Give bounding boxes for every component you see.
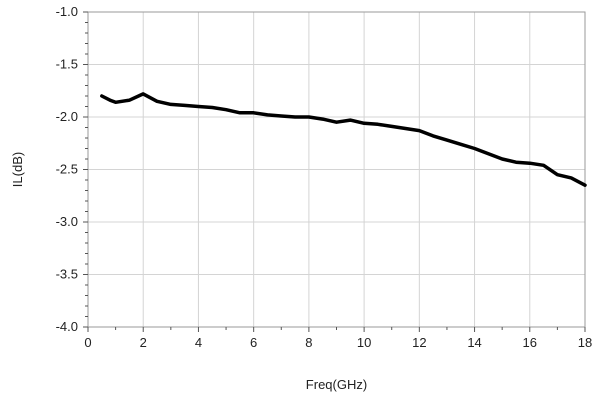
tick-labels: 0 2 4 6 8 10 12 14 16 18 -1.0 -1.5 -2.0 -2.5 -3.0 -3.5 -… (56, 4, 593, 350)
x-tick-label: 10 (357, 335, 371, 350)
x-axis-label: Freq(GHz) (306, 377, 367, 392)
axis-ticks (83, 11, 586, 332)
y-tick-label: -1.0 (56, 4, 78, 19)
il-series-line (100, 92, 587, 187)
x-tick-label: 16 (523, 335, 537, 350)
x-tick-label: 12 (412, 335, 426, 350)
x-tick-label: 14 (467, 335, 481, 350)
grid-lines (87, 11, 586, 328)
x-tick-label: 8 (305, 335, 312, 350)
x-tick-label: 0 (84, 335, 91, 350)
series-layer (100, 92, 587, 187)
x-tick-label: 18 (578, 335, 592, 350)
y-tick-label: -1.5 (56, 57, 78, 72)
y-tick-label: -4.0 (56, 319, 78, 334)
y-axis-label: IL(dB) (10, 152, 25, 187)
y-tick-label: -3.5 (56, 267, 78, 282)
x-tick-label: 2 (140, 335, 147, 350)
x-tick-label: 6 (250, 335, 257, 350)
y-tick-label: -2.5 (56, 162, 78, 177)
x-tick-label: 4 (195, 335, 202, 350)
y-tick-label: -3.0 (56, 214, 78, 229)
y-tick-label: -2.0 (56, 109, 78, 124)
